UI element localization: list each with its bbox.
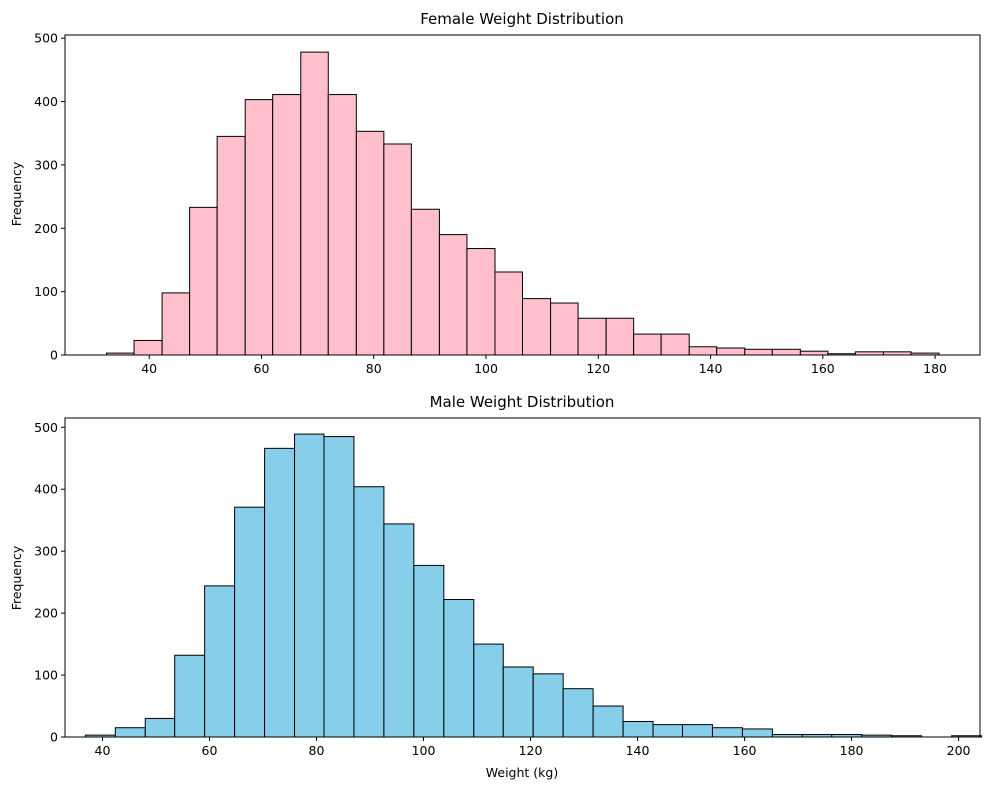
histogram-bar [327, 94, 357, 356]
histogram-bar [799, 350, 829, 356]
histogram-bar [264, 447, 296, 738]
y-tick-label: 500 [34, 31, 58, 46]
x-tick-label: 180 [923, 361, 947, 376]
x-tick-label: 60 [254, 361, 270, 376]
y-tick-label: 400 [34, 94, 58, 109]
histogram-bar [744, 348, 773, 356]
histogram-bar [716, 347, 746, 356]
y-tick-label: 100 [34, 284, 58, 299]
y-ticks: 0 100 200 300 400 500 [34, 31, 65, 363]
histogram-bar [711, 727, 743, 738]
histogram-bar [577, 317, 607, 356]
x-tick-label: 180 [840, 743, 864, 758]
y-tick-label: 0 [50, 730, 58, 745]
histogram-bar [741, 728, 773, 738]
bars [106, 51, 940, 356]
x-axis-label: Weight (kg) [486, 765, 558, 780]
y-tick-label: 100 [34, 668, 58, 683]
histogram-bar [652, 724, 683, 738]
x-ticks: 40 60 80 100 120 140 160 180 200 [95, 737, 971, 758]
histogram-bar [244, 99, 274, 356]
x-ticks: 40 60 80 100 120 140 160 180 [141, 355, 947, 376]
x-tick-label: 160 [733, 743, 757, 758]
histogram-bar [204, 585, 236, 738]
histogram-bar [681, 724, 713, 738]
x-tick-label: 100 [474, 361, 498, 376]
y-tick-label: 0 [50, 348, 58, 363]
y-axis-label: Frequency [9, 545, 24, 610]
histogram-bar [272, 94, 302, 356]
histogram-bar [532, 673, 564, 738]
histogram-bar [410, 208, 440, 356]
histogram-bar [300, 51, 329, 356]
plot-frame [64, 34, 981, 356]
y-axis-label: Frequency [9, 161, 24, 226]
x-tick-label: 200 [947, 743, 971, 758]
histogram-bar [234, 506, 266, 738]
plot-frame [64, 417, 981, 738]
x-tick-label: 120 [586, 361, 610, 376]
histogram-bar [355, 130, 385, 356]
histogram-bar [562, 688, 594, 738]
histogram-bar [189, 206, 218, 356]
histogram-bar [622, 721, 654, 738]
x-tick-label: 140 [626, 743, 650, 758]
x-tick-label: 100 [412, 743, 436, 758]
histogram-bar [522, 298, 552, 356]
y-tick-label: 200 [34, 606, 58, 621]
histogram-bar [144, 717, 176, 738]
histogram-bar [323, 436, 355, 738]
x-tick-label: 80 [309, 743, 325, 758]
histogram-bar [466, 248, 496, 356]
histogram-bar [443, 598, 475, 738]
chart-title: Male Weight Distribution [430, 393, 615, 411]
y-tick-label: 300 [34, 544, 58, 559]
histogram-bar [550, 302, 579, 356]
histogram-bar [216, 135, 246, 356]
x-tick-label: 40 [141, 361, 157, 376]
histogram-bar [133, 339, 163, 356]
histogram-bar [413, 564, 445, 738]
chart-title: Female Weight Distribution [420, 10, 624, 28]
histogram-bar [353, 486, 385, 738]
histogram-bar [605, 317, 635, 356]
histogram-bar [633, 333, 662, 356]
histogram-bar [771, 348, 801, 356]
histogram-bar [592, 705, 624, 738]
y-ticks: 0 100 200 300 400 500 [34, 420, 65, 745]
y-tick-label: 300 [34, 157, 58, 172]
x-tick-label: 120 [519, 743, 543, 758]
female-weight-histogram: Female Weight Distribution Frequency 40 6… [9, 10, 981, 376]
y-tick-label: 200 [34, 221, 58, 236]
histogram-bar [438, 234, 468, 356]
histogram-bar [383, 523, 415, 738]
histogram-bar [294, 433, 325, 738]
histogram-bar [494, 271, 523, 356]
histogram-bar [502, 666, 534, 738]
x-tick-label: 80 [366, 361, 382, 376]
male-weight-histogram: Male Weight Distribution Frequency Weigh… [9, 393, 983, 780]
histogram-bar [174, 654, 206, 738]
histogram-bar [114, 727, 146, 738]
bars [84, 433, 983, 738]
y-tick-label: 500 [34, 420, 58, 435]
histogram-bar [473, 643, 504, 738]
x-tick-label: 60 [202, 743, 218, 758]
histogram-bar [688, 346, 718, 356]
x-tick-label: 140 [699, 361, 723, 376]
y-tick-label: 400 [34, 482, 58, 497]
x-tick-label: 40 [95, 743, 111, 758]
x-tick-label: 160 [811, 361, 835, 376]
histogram-bar [161, 292, 191, 356]
histogram-bar [383, 143, 412, 356]
histogram-bar [660, 333, 690, 356]
